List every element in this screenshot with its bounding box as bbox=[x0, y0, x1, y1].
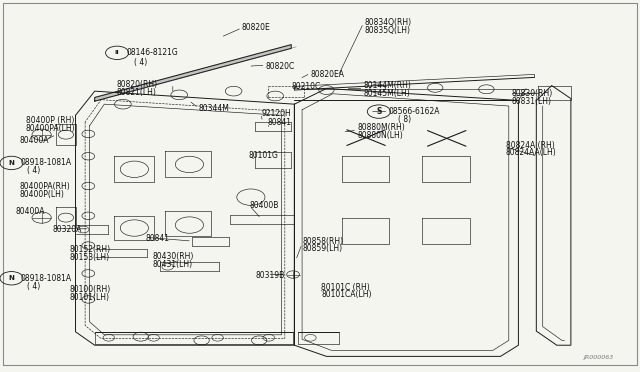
Text: 80880M(RH): 80880M(RH) bbox=[357, 124, 405, 132]
Text: JR000063: JR000063 bbox=[583, 355, 613, 360]
Text: 80101G: 80101G bbox=[248, 151, 278, 160]
Text: 80344M: 80344M bbox=[198, 104, 229, 113]
Text: 80824AA(LH): 80824AA(LH) bbox=[506, 148, 556, 157]
Text: 80830(RH): 80830(RH) bbox=[512, 89, 553, 98]
Polygon shape bbox=[95, 45, 291, 101]
Text: 80100(RH): 80100(RH) bbox=[69, 285, 110, 294]
Text: 80101C (RH): 80101C (RH) bbox=[321, 283, 370, 292]
Text: 80430(RH): 80430(RH) bbox=[152, 252, 194, 261]
Text: 80824A (RH): 80824A (RH) bbox=[506, 141, 554, 150]
Text: S: S bbox=[376, 107, 381, 116]
Text: 80320A: 80320A bbox=[52, 225, 82, 234]
Text: 80835Q(LH): 80835Q(LH) bbox=[365, 26, 411, 35]
Text: 92120H: 92120H bbox=[261, 109, 291, 118]
Text: N: N bbox=[8, 275, 15, 281]
Text: 80153(LH): 80153(LH) bbox=[69, 253, 109, 262]
Text: 80820EA: 80820EA bbox=[310, 70, 344, 79]
Text: 80400PA(RH): 80400PA(RH) bbox=[19, 182, 70, 191]
Text: N: N bbox=[8, 160, 15, 166]
Text: II: II bbox=[115, 50, 120, 55]
Text: 80431(LH): 80431(LH) bbox=[152, 260, 193, 269]
Text: ( 4): ( 4) bbox=[27, 166, 40, 175]
Text: 80101CA(LH): 80101CA(LH) bbox=[321, 291, 372, 299]
Text: 80400P (RH): 80400P (RH) bbox=[26, 116, 74, 125]
Text: 80152(RH): 80152(RH) bbox=[69, 246, 110, 254]
Text: ( 8): ( 8) bbox=[398, 115, 412, 124]
Text: 80400PA(LH): 80400PA(LH) bbox=[26, 124, 76, 133]
Text: ( 4): ( 4) bbox=[27, 282, 40, 291]
Text: 80831(LH): 80831(LH) bbox=[512, 97, 552, 106]
Text: 08566-6162A: 08566-6162A bbox=[388, 107, 440, 116]
Text: 80820E: 80820E bbox=[242, 23, 271, 32]
Text: 80319B: 80319B bbox=[256, 271, 285, 280]
Text: 80841: 80841 bbox=[146, 234, 170, 243]
Text: 80144M(RH): 80144M(RH) bbox=[364, 81, 412, 90]
Text: 80400B: 80400B bbox=[250, 201, 279, 210]
Text: 80400A: 80400A bbox=[19, 136, 49, 145]
Text: 80859(LH): 80859(LH) bbox=[302, 244, 342, 253]
Text: 80841: 80841 bbox=[268, 118, 292, 127]
Text: 08918-1081A: 08918-1081A bbox=[20, 274, 72, 283]
Text: 80101(LH): 80101(LH) bbox=[69, 293, 109, 302]
Text: 80210C: 80210C bbox=[291, 82, 321, 91]
Text: ( 4): ( 4) bbox=[134, 58, 148, 67]
Text: 80400A: 80400A bbox=[16, 207, 45, 216]
Text: 80820C: 80820C bbox=[266, 62, 295, 71]
Text: 80820(RH): 80820(RH) bbox=[116, 80, 157, 89]
Text: 08918-1081A: 08918-1081A bbox=[20, 158, 72, 167]
Text: 80400P(LH): 80400P(LH) bbox=[19, 190, 64, 199]
Text: 80880N(LH): 80880N(LH) bbox=[357, 131, 403, 140]
Text: 80858(RH): 80858(RH) bbox=[302, 237, 343, 246]
Text: 80821(LH): 80821(LH) bbox=[116, 88, 156, 97]
Text: 08146-8121G: 08146-8121G bbox=[127, 48, 179, 57]
Text: 80145M(LH): 80145M(LH) bbox=[364, 89, 410, 98]
Text: 80834Q(RH): 80834Q(RH) bbox=[365, 18, 412, 27]
